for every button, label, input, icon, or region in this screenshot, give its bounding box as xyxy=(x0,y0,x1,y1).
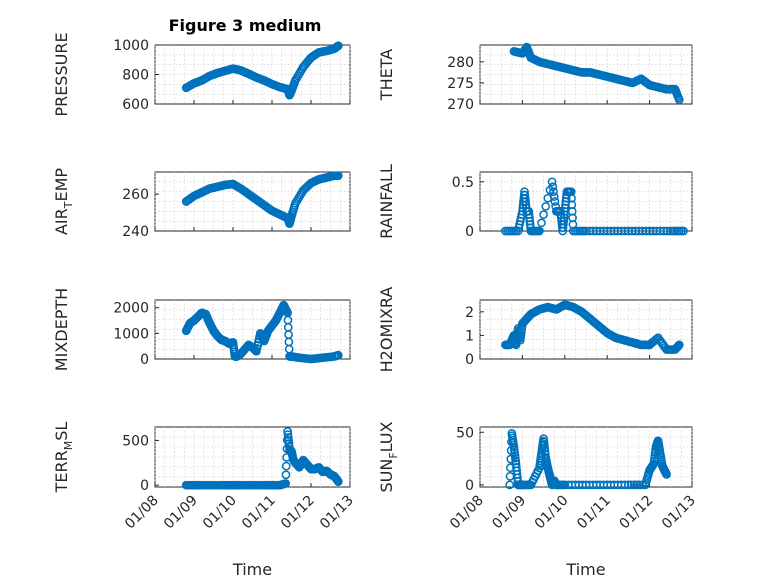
x-tick-label: 01/09 xyxy=(489,493,529,533)
data-point xyxy=(333,350,343,360)
data-point xyxy=(549,192,559,201)
data-point xyxy=(547,177,557,187)
data-point xyxy=(549,187,558,197)
data-point xyxy=(626,480,636,490)
y-tick-label: 0 xyxy=(140,478,149,494)
panel-air-temp: 240 260 AIRTEMP xyxy=(52,168,351,240)
data-point xyxy=(540,446,550,456)
y-tick-label: 2000 xyxy=(113,301,149,317)
data-point xyxy=(539,210,548,219)
y-tick-label: 0 xyxy=(465,478,474,494)
y-tick-label: 1000 xyxy=(113,326,149,342)
x-tick-label: 01/12 xyxy=(617,493,657,533)
y-axis-label: SUNFLUX xyxy=(377,421,400,492)
panel-sun-flux: 0 50 01/08 01/09 01/10 01/11 01/12 01/13 SUNFLUX… xyxy=(377,421,699,579)
y-axis-label: AIRTEMP xyxy=(52,168,75,235)
x-axis-label: Time xyxy=(232,560,272,579)
y-axis-label: H2OMIXRA xyxy=(377,287,396,373)
data-point xyxy=(283,433,293,442)
x-tick-label: 01/12 xyxy=(278,493,318,533)
data-point xyxy=(333,171,343,181)
y-tick-label: 0 xyxy=(465,224,474,240)
data-point xyxy=(537,218,546,228)
y-tick-label: 280 xyxy=(447,55,474,71)
y-axis-label: MIXDEPTH xyxy=(52,288,71,371)
data-point xyxy=(620,480,630,490)
panel-rainfall: 0 0.5 RAINFALL xyxy=(377,164,693,240)
y-tick-label: 1 xyxy=(465,328,474,344)
x-tick-label: 01/13 xyxy=(317,493,357,533)
data-point xyxy=(281,461,291,471)
y-tick-label: 0 xyxy=(140,352,149,368)
data-point xyxy=(548,182,558,192)
panel-mixdepth: 0 1000 2000 MIXDEPTH xyxy=(52,288,351,371)
y-tick-label: 270 xyxy=(447,97,474,113)
data-point xyxy=(333,477,343,486)
y-tick-label: 0 xyxy=(465,352,474,368)
y-tick-label: 800 xyxy=(122,68,149,84)
y-tick-label: 2 xyxy=(465,305,474,321)
panel-theta: 270 275 280 THETA xyxy=(377,42,693,113)
y-axis-label: RAINFALL xyxy=(377,164,396,239)
data-point xyxy=(284,436,293,445)
panel-pressure: 600 800 1000 PRESSURE xyxy=(52,32,351,117)
y-tick-label: 50 xyxy=(456,425,474,441)
data-point xyxy=(281,479,290,488)
y-tick-label: 275 xyxy=(447,76,474,92)
data-point xyxy=(539,440,549,450)
y-tick-label: 1000 xyxy=(113,38,149,54)
data-point xyxy=(662,470,671,479)
x-tick-label: 01/10 xyxy=(532,493,572,533)
data-point xyxy=(333,41,343,51)
data-point xyxy=(629,480,639,490)
y-tick-label: 240 xyxy=(122,224,149,240)
y-tick-label: 0.5 xyxy=(452,175,474,191)
x-tick-label: 01/10 xyxy=(200,493,240,533)
y-tick-label: 260 xyxy=(122,187,149,203)
data-point xyxy=(674,340,684,350)
data-point xyxy=(679,226,688,236)
data-point xyxy=(674,95,684,105)
x-axis-label: Time xyxy=(565,560,605,579)
data-point xyxy=(624,480,633,490)
data-point xyxy=(632,480,642,490)
y-tick-label: 500 xyxy=(122,433,149,449)
data-point xyxy=(540,443,550,453)
panel-terr-msl: 0 500 01/08 01/09 01/10 01/11 01/12 01/13 TERRMS… xyxy=(52,422,357,579)
data-point xyxy=(283,430,293,439)
y-tick-label: 600 xyxy=(122,97,149,113)
x-tick-label: 01/13 xyxy=(659,493,699,533)
data-point xyxy=(505,480,515,490)
x-tick-label: 01/09 xyxy=(161,493,201,533)
y-axis-label: THETA xyxy=(377,49,396,101)
y-axis-label: TERRMSL xyxy=(52,422,75,494)
panel-h2omixra: 0 1 2 H2OMIXRA xyxy=(377,287,693,373)
y-axis-label: PRESSURE xyxy=(52,32,71,116)
x-tick-label: 01/11 xyxy=(574,493,614,533)
data-point xyxy=(281,470,291,480)
x-tick-label: 01/08 xyxy=(122,493,162,533)
x-tick-label: 01/11 xyxy=(239,493,279,533)
data-point xyxy=(539,437,549,447)
data-point xyxy=(539,434,548,443)
data-point xyxy=(550,197,560,206)
x-tick-label: 01/08 xyxy=(447,493,487,533)
data-point xyxy=(283,427,292,436)
data-point xyxy=(535,226,544,236)
figure-title: Figure 3 medium xyxy=(169,16,322,35)
data-point xyxy=(541,202,551,211)
